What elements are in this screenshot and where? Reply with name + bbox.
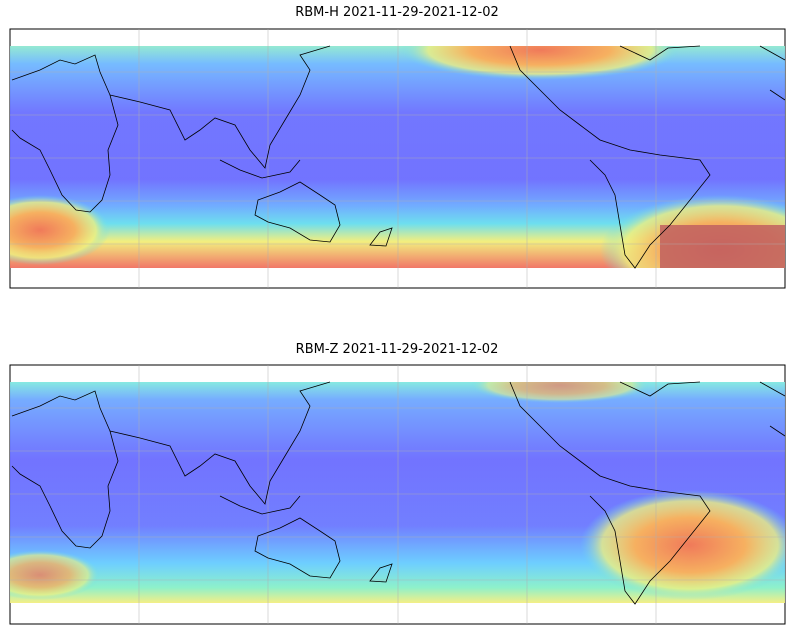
heatmap-layer	[10, 46, 785, 268]
panel-title: RBM-Z 2021-11-29-2021-12-02	[296, 342, 499, 357]
graticule	[10, 29, 785, 288]
heatmap-layer	[10, 382, 785, 603]
map-panel: RBM-Z 2021-11-29-2021-12-02	[9, 342, 786, 625]
graticule	[10, 365, 785, 624]
map-panel: RBM-H 2021-11-29-2021-12-02	[9, 5, 786, 289]
panel-title: RBM-H 2021-11-29-2021-12-02	[295, 5, 499, 20]
